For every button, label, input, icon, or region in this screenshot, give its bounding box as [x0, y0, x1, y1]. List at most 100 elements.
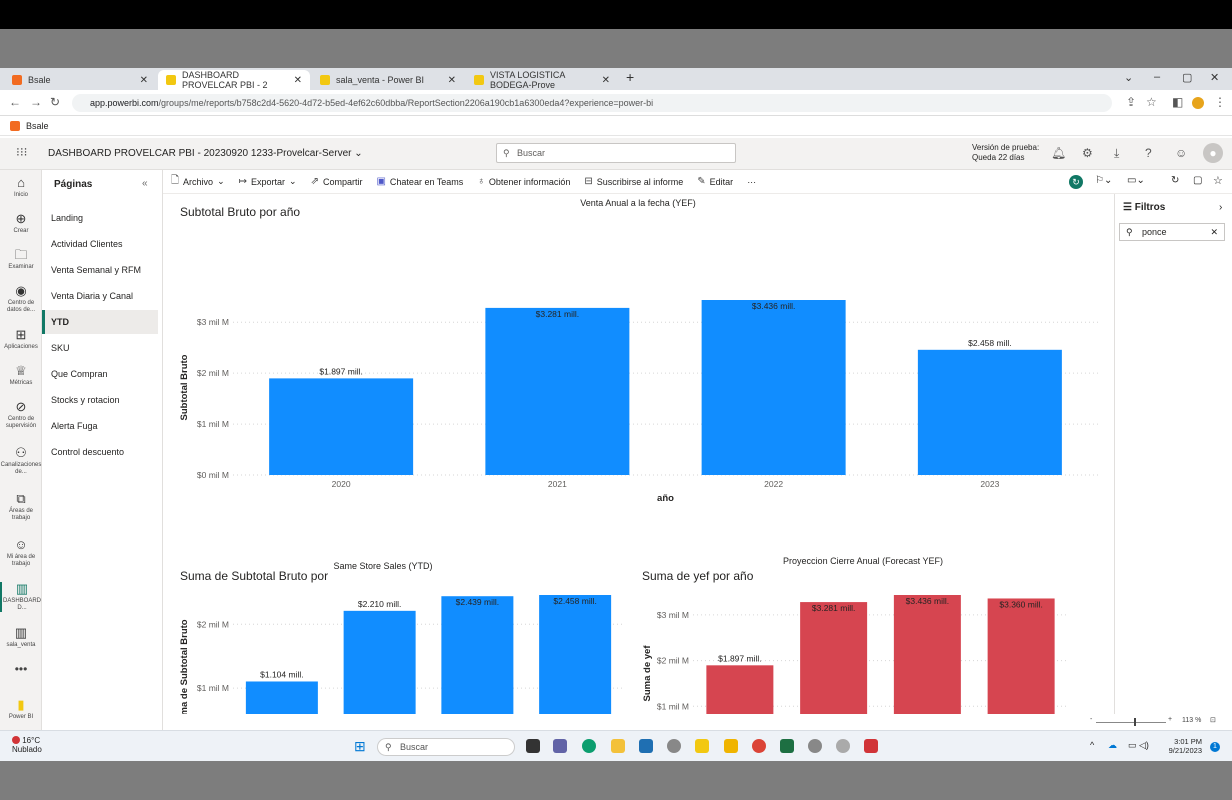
rail-monitoring[interactable]: ⊘ Centro de supervisión — [0, 400, 42, 430]
rail-sala-venta[interactable]: ▥ sala_venta — [0, 626, 42, 649]
fit-page-icon[interactable]: ⊡ — [1210, 717, 1216, 724]
filter-search-input[interactable]: ⚲ ponce ✕ — [1119, 223, 1225, 241]
reload-icon[interactable]: ↻ — [50, 95, 61, 109]
favorite-icon[interactable]: ☆ — [1213, 175, 1223, 187]
page-sku[interactable]: SKU — [51, 343, 70, 353]
powerbi-taskbar-icon[interactable] — [695, 739, 709, 753]
taskbar-search[interactable]: ⚲ Buscar — [377, 738, 515, 756]
anydesk-icon[interactable] — [864, 739, 878, 753]
page-actividad-clientes[interactable]: Actividad Clientes — [51, 239, 123, 249]
tray-chevron-icon[interactable]: ^ — [1090, 740, 1095, 750]
app-icon[interactable] — [667, 739, 681, 753]
insights-button[interactable]: ♁ Obtener información — [477, 176, 570, 187]
rail-metrics[interactable]: ♕ Métricas — [0, 364, 42, 387]
rail-my-workspace[interactable]: ☺ Mi área de trabajo — [0, 538, 42, 568]
teams-button[interactable]: ▣ Chatear en Teams — [376, 176, 463, 187]
clock-app-icon[interactable] — [836, 739, 850, 753]
excel-icon[interactable] — [780, 739, 794, 753]
refresh-visuals-icon[interactable]: ↻ — [1069, 175, 1083, 189]
rail-create[interactable]: ⊕ Crear — [0, 212, 42, 235]
download-icon[interactable]: ⤓ — [1114, 146, 1120, 160]
rail-more[interactable]: ••• — [14, 662, 28, 676]
page-que-compran[interactable]: Que Compran — [51, 369, 108, 379]
more-options-button[interactable]: ··· — [747, 176, 757, 187]
clock[interactable]: 3:01 PM 9/21/2023 — [1166, 737, 1202, 755]
reset-icon[interactable]: ↻ — [1171, 175, 1180, 186]
profile-avatar[interactable] — [1192, 97, 1204, 109]
weather-widget[interactable]: 16°C Nublado — [12, 736, 42, 754]
notification-badge-icon[interactable]: 1 — [1210, 742, 1220, 752]
exportar-menu[interactable]: ↦ Exportar ⌄ — [238, 176, 297, 187]
edit-button[interactable]: ✎ Editar — [697, 176, 733, 187]
rail-apps[interactable]: ⊞ Aplicaciones — [0, 328, 42, 351]
forward-icon[interactable]: → — [30, 95, 42, 109]
help-icon[interactable]: ? — [1145, 146, 1152, 160]
app-icon[interactable] — [808, 739, 822, 753]
rail-powerbi[interactable]: ▮ Power BI — [0, 698, 42, 721]
tab-search-icon[interactable]: ⌄ — [1124, 72, 1134, 84]
page-alerta-fuga[interactable]: Alerta Fuga — [51, 421, 98, 431]
url-field[interactable]: app.powerbi.com/groups/me/reports/b758c2… — [72, 94, 1112, 112]
app-icon[interactable] — [724, 739, 738, 753]
user-avatar[interactable]: ● — [1203, 143, 1223, 163]
edge-icon[interactable] — [582, 739, 596, 753]
report-title[interactable]: DASHBOARD PROVELCAR PBI - 20230920 1233-… — [48, 148, 363, 159]
comment-icon[interactable]: ▢ — [1193, 175, 1203, 186]
page-venta-diaria[interactable]: Venta Diaria y Canal — [51, 291, 134, 301]
zoom-slider[interactable] — [1096, 722, 1166, 723]
rail-dashboard-report[interactable]: ▥ DASHBOARD D... — [0, 582, 42, 612]
rail-workspaces[interactable]: ⧉ Áreas de trabajo — [0, 492, 42, 522]
settings-gear-icon[interactable]: ⚙ — [1082, 146, 1093, 160]
page-landing[interactable]: Landing — [51, 213, 84, 223]
feedback-icon[interactable]: ☺ — [1175, 146, 1188, 160]
archivo-menu[interactable]: 🗋︎ Archivo ⌄ — [171, 173, 225, 190]
new-tab-icon[interactable]: + — [626, 69, 635, 85]
browser-menu-icon[interactable]: ⋮ — [1214, 95, 1226, 109]
rail-datahub[interactable]: ◉ Centro de datos de... — [0, 284, 42, 314]
bookmark-bsale[interactable]: Bsale — [26, 120, 49, 131]
bookmark-icon[interactable]: ⚐⌄ — [1095, 175, 1113, 186]
zoom-out-icon[interactable]: - — [1090, 716, 1093, 723]
file-explorer-icon[interactable] — [611, 739, 625, 753]
close-tab-icon[interactable]: ✕ — [293, 74, 302, 86]
close-tab-icon[interactable]: ✕ — [601, 74, 610, 86]
notifications-icon[interactable]: 🔔︎ — [1051, 146, 1067, 160]
app-launcher-icon[interactable]: ⁝⁝⁝ — [16, 145, 28, 159]
onedrive-icon[interactable]: ☁ — [1108, 740, 1117, 750]
collapse-pane-icon[interactable]: « — [142, 178, 148, 189]
page-stocks[interactable]: Stocks y rotacion — [51, 395, 120, 405]
minimize-icon[interactable]: – — [1154, 71, 1161, 83]
share-page-icon[interactable]: ⇪ — [1126, 95, 1137, 109]
rail-home[interactable]: ⌂ Inicio — [0, 176, 42, 199]
store-icon[interactable] — [639, 739, 653, 753]
tab-sala-venta[interactable]: sala_venta - Power BI ✕ — [312, 70, 464, 90]
rail-browse[interactable]: 🗀︎ Examinar — [0, 248, 42, 271]
compartir-button[interactable]: ⇗ Compartir — [311, 176, 363, 187]
bookmark-star-icon[interactable]: ☆ — [1146, 95, 1157, 109]
subscribe-button[interactable]: ⊟ Suscribirse al informe — [584, 176, 683, 187]
zoom-slider-thumb[interactable] — [1134, 718, 1136, 726]
side-panel-icon[interactable]: ◧ — [1172, 95, 1184, 109]
chrome-icon[interactable] — [752, 739, 766, 753]
task-view-icon[interactable] — [526, 739, 540, 753]
network-volume-icon[interactable]: ▭ ◁) — [1128, 740, 1149, 750]
expand-filters-icon[interactable]: › — [1219, 202, 1223, 213]
page-venta-semanal[interactable]: Venta Semanal y RFM — [51, 265, 142, 275]
start-icon[interactable]: ⊞ — [354, 738, 366, 754]
tab-vista-logistica[interactable]: VISTA LOGISTICA BODEGA-Prove ✕ — [466, 70, 618, 90]
zoom-in-icon[interactable]: + — [1168, 716, 1173, 723]
close-tab-icon[interactable]: ✕ — [447, 74, 456, 86]
search-box[interactable]: ⚲ Buscar — [496, 143, 736, 163]
page-ytd[interactable]: YTD — [42, 310, 158, 334]
tab-bsale[interactable]: Bsale ✕ — [4, 70, 156, 90]
back-icon[interactable]: ← — [9, 95, 21, 109]
close-window-icon[interactable]: ✕ — [1210, 72, 1220, 84]
maximize-icon[interactable]: ▢ — [1182, 72, 1193, 84]
close-tab-icon[interactable]: ✕ — [139, 74, 148, 86]
tab-dashboard[interactable]: DASHBOARD PROVELCAR PBI - 2 ✕ — [158, 70, 310, 90]
page-control-descuento[interactable]: Control descuento — [51, 447, 125, 457]
teams-chat-icon[interactable] — [553, 739, 567, 753]
clear-search-icon[interactable]: ✕ — [1210, 227, 1218, 237]
view-icon[interactable]: ▭⌄ — [1127, 175, 1145, 186]
rail-pipelines[interactable]: ⚇ Canalizaciones de... — [0, 446, 42, 476]
